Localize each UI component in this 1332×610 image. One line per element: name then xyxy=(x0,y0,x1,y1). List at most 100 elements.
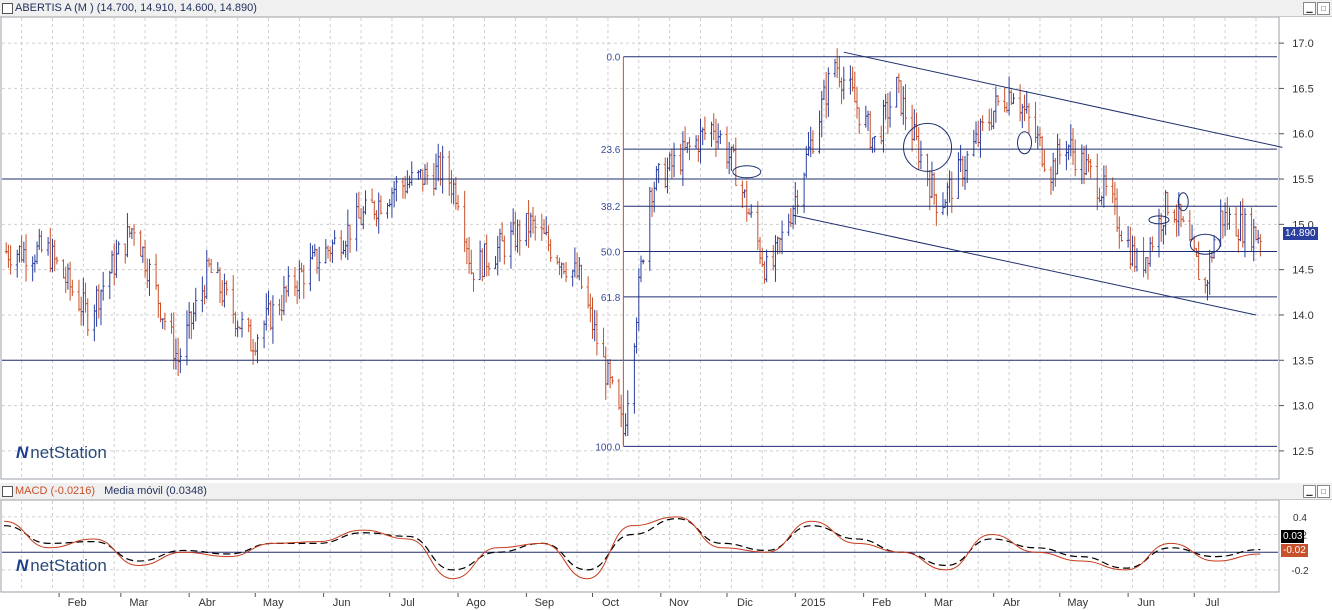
annotation-ellipse xyxy=(732,165,762,179)
signal-label: Media móvil (0.0348) xyxy=(104,485,207,497)
ohlc-bar xyxy=(286,266,290,297)
ohlc-bar xyxy=(24,234,28,282)
ohlc-bar xyxy=(1073,139,1077,177)
ohlc-bar xyxy=(1212,235,1216,259)
price-panel-title: ABERTIS A (M ) (14.700, 14.910, 14.600, … xyxy=(15,2,257,14)
annotation-ellipse xyxy=(1148,215,1170,225)
x-tick-label: May xyxy=(1067,597,1088,609)
ohlc-bar xyxy=(610,375,614,385)
ohlc-bar xyxy=(502,235,506,265)
ohlc-bar xyxy=(903,84,907,131)
trendline xyxy=(843,51,1283,148)
ohlc-bar xyxy=(240,311,244,338)
y-tick-label: 16.0 xyxy=(1292,129,1313,141)
ohlc-bar xyxy=(1197,241,1201,281)
minimize-icon[interactable]: ▁ xyxy=(1303,2,1316,15)
x-tick-label: Oct xyxy=(602,597,619,609)
macd-y-tick-label: -0.2 xyxy=(1291,566,1309,577)
price-chart[interactable]: 12.513.013.514.014.515.015.516.016.517.0… xyxy=(0,17,1332,481)
ohlc-bar xyxy=(9,245,13,275)
trendline xyxy=(792,214,1257,316)
macd-chart[interactable]: 0.40.20.0-0.2FebMarAbrMayJunJulAgoSepOct… xyxy=(0,500,1332,610)
ohlc-bar xyxy=(765,249,769,283)
ohlc-bar xyxy=(965,150,969,184)
ohlc-bar xyxy=(1042,149,1046,172)
y-tick-label: 14.5 xyxy=(1292,265,1313,277)
maximize-icon[interactable]: □ xyxy=(1317,2,1330,15)
ohlc-bar xyxy=(919,140,923,170)
x-tick-label: May xyxy=(263,597,284,609)
ohlc-bar xyxy=(348,224,352,253)
ohlc-bar xyxy=(55,256,59,265)
ohlc-bar xyxy=(425,162,429,185)
x-tick-label: Feb xyxy=(872,597,891,609)
ohlc-bar xyxy=(1058,138,1062,165)
x-tick-label: Jul xyxy=(1205,597,1219,609)
ohlc-bar xyxy=(302,264,306,299)
y-tick-label: 13.5 xyxy=(1292,355,1313,367)
ohlc-bar xyxy=(564,262,568,283)
ohlc-bar xyxy=(549,239,553,262)
fibonacci-level-label: 50.0 xyxy=(601,248,621,259)
window-menu-icon[interactable] xyxy=(2,486,13,497)
annotation-ellipse xyxy=(903,122,953,172)
ohlc-bar xyxy=(1012,93,1016,105)
ohlc-bar xyxy=(271,295,275,344)
ohlc-bar xyxy=(657,163,661,184)
ohlc-bar xyxy=(163,312,167,331)
ohlc-bar xyxy=(672,142,676,178)
x-tick-label: Sep xyxy=(535,597,555,609)
ohlc-bar xyxy=(579,264,583,289)
ohlc-bar xyxy=(1166,191,1170,216)
annotation-ellipse xyxy=(1177,192,1189,212)
ohlc-bar xyxy=(857,107,861,134)
fibonacci-level-label: 61.8 xyxy=(601,293,621,304)
fibonacci-level-label: 0.0 xyxy=(606,53,620,64)
macd-line xyxy=(3,516,1261,580)
x-tick-label: Nov xyxy=(669,597,689,609)
annotation-ellipse xyxy=(1189,233,1221,255)
ohlc-bar xyxy=(888,91,892,128)
ohlc-bar xyxy=(595,310,599,356)
y-tick-label: 15.5 xyxy=(1292,174,1313,186)
x-tick-label: Dic xyxy=(737,597,753,609)
annotation-ellipse xyxy=(1017,131,1033,155)
ohlc-bar xyxy=(333,230,337,245)
ohlc-bar xyxy=(70,279,74,297)
ohlc-bar xyxy=(842,66,846,100)
ohlc-bar xyxy=(1150,236,1154,252)
ohlc-bar xyxy=(873,136,877,153)
ohlc-bar xyxy=(255,334,259,363)
ohlc-bar xyxy=(780,220,784,255)
maximize-icon[interactable]: □ xyxy=(1317,485,1330,498)
macd-plot-area xyxy=(0,500,1280,593)
ohlc-bar xyxy=(194,287,198,322)
macd-last-badge: -0.02 xyxy=(1281,544,1308,557)
ohlc-bar xyxy=(1089,158,1093,179)
ohlc-bar xyxy=(626,390,630,437)
x-tick-label: Jun xyxy=(333,597,351,609)
ohlc-bar xyxy=(39,230,43,253)
price-panel-header: ABERTIS A (M ) (14.700, 14.910, 14.600, … xyxy=(0,0,1332,17)
window-menu-icon[interactable] xyxy=(2,3,13,14)
x-tick-label: Jun xyxy=(1137,597,1155,609)
signal-last-badge: 0.03 xyxy=(1281,530,1305,543)
ohlc-bar xyxy=(117,241,121,255)
ohlc-bar xyxy=(132,224,136,246)
y-tick-label: 14.0 xyxy=(1292,310,1313,322)
ohlc-bar xyxy=(1228,207,1232,230)
ohlc-bar xyxy=(487,262,491,277)
ohlc-bar xyxy=(533,215,537,241)
x-tick-label: Feb xyxy=(68,597,87,609)
ohlc-bar xyxy=(1120,230,1124,242)
ohlc-bar xyxy=(703,116,707,141)
last-price-badge: 14.890 xyxy=(1283,227,1318,241)
ohlc-bar xyxy=(410,161,414,186)
minimize-icon[interactable]: ▁ xyxy=(1303,485,1316,498)
y-tick-label: 12.5 xyxy=(1292,446,1313,458)
macd-panel-header: MACD (-0.0216) Media móvil (0.0348) ▁ □ xyxy=(0,483,1332,500)
x-tick-label: Mar xyxy=(129,597,148,609)
fibonacci-level-label: 100.0 xyxy=(595,442,620,453)
